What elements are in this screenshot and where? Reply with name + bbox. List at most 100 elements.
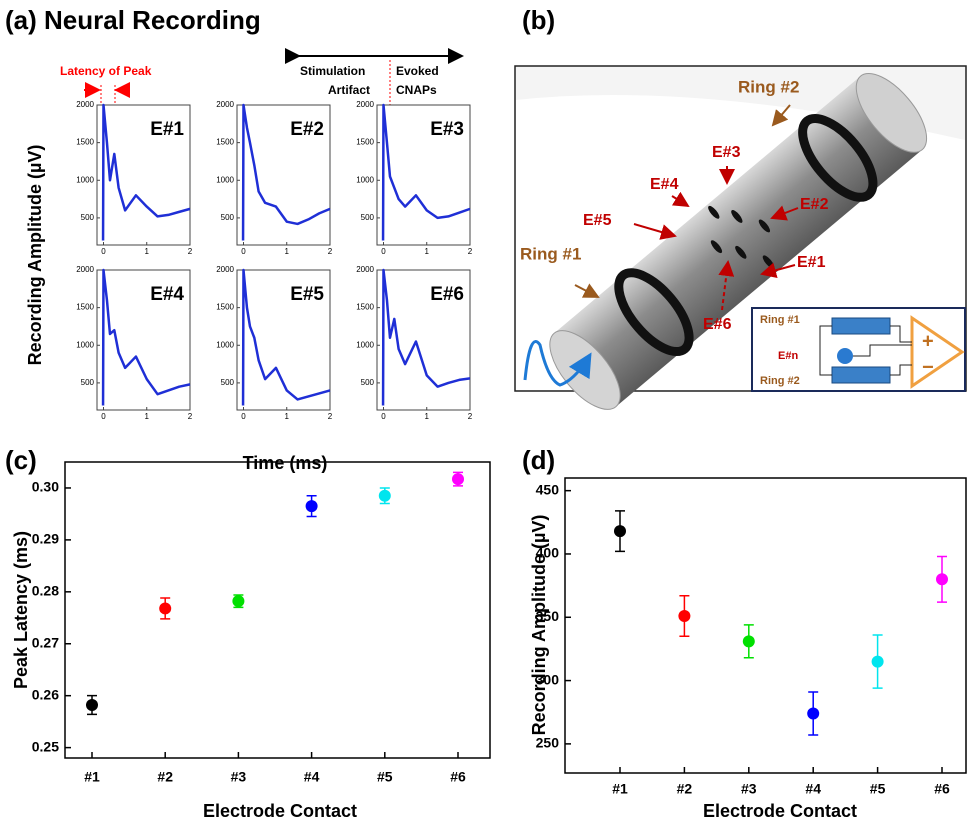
y-tick-label: 500 — [361, 378, 375, 387]
y-tick-label: 500 — [221, 213, 235, 222]
x-tick-label: 2 — [188, 412, 193, 421]
point — [452, 473, 464, 486]
y-tick-label: 500 — [81, 213, 95, 222]
panel-title: (c) — [5, 445, 37, 475]
arrow — [718, 260, 735, 311]
annotation: CNAPs — [396, 83, 437, 97]
y-tick-label: 2000 — [356, 265, 374, 274]
diagram-label: E#2 — [800, 196, 829, 213]
cylinder — [549, 72, 928, 410]
diagram-label: Ring #1 — [520, 244, 581, 263]
y-tick-label: 1000 — [76, 175, 94, 184]
mean-trace — [381, 268, 471, 406]
y-tick-label: 350 — [536, 608, 560, 624]
electrode-label: E#1 — [150, 119, 184, 140]
point — [86, 699, 98, 712]
plot-frame — [376, 269, 471, 411]
x-axis-label: Electrode Contact — [703, 801, 857, 821]
x-tick-label: #6 — [934, 781, 950, 797]
x-tick-label: 0 — [101, 247, 106, 256]
inset-electrode — [837, 348, 853, 364]
electrode-label: E#2 — [290, 119, 324, 140]
x-tick-label: #1 — [612, 781, 628, 797]
mean-trace — [101, 103, 191, 241]
plot-frame — [96, 104, 191, 246]
point — [807, 707, 820, 720]
panel-title: (d) — [522, 445, 555, 475]
y-axis-label: Recording Amplitude (µV) — [529, 515, 549, 736]
plot-frame — [236, 269, 331, 411]
y-tick-label: 1500 — [356, 303, 374, 312]
y-tick-label: 400 — [536, 545, 560, 561]
inset-block — [831, 366, 891, 384]
x-tick-label: 2 — [468, 412, 473, 421]
electrode-label: E#5 — [290, 284, 324, 305]
inset-sign: − — [922, 356, 934, 378]
x-tick-label: 0 — [101, 412, 106, 421]
diagram-label: E#6 — [703, 316, 732, 333]
y-tick-label: 1000 — [356, 340, 374, 349]
wire — [819, 325, 912, 376]
y-axis-label: Peak Latency (ms) — [11, 531, 31, 689]
plot-frame — [236, 104, 331, 246]
point — [159, 602, 172, 615]
x-tick-label: #5 — [377, 769, 393, 785]
y-tick-label: 450 — [536, 481, 560, 497]
inset-label: Ring #1 — [760, 314, 800, 326]
inset-block — [831, 317, 891, 335]
plot-frame — [376, 104, 471, 246]
y-tick-label: 2000 — [76, 265, 94, 274]
y-tick-label: 2000 — [216, 265, 234, 274]
mean-trace — [101, 268, 191, 406]
y-tick-label: 1500 — [76, 138, 94, 147]
x-tick-label: 2 — [188, 247, 193, 256]
x-tick-label: 1 — [285, 412, 290, 421]
point — [678, 610, 691, 623]
point — [614, 525, 626, 538]
diagram-label: E#1 — [797, 254, 826, 271]
y-tick-label: 0.25 — [32, 738, 59, 754]
annotation: Stimulation — [300, 64, 365, 78]
y-tick-label: 0.27 — [32, 634, 59, 650]
annotation: Latency of Peak — [60, 64, 152, 78]
y-tick-label: 1000 — [216, 340, 234, 349]
signal-arrow — [523, 340, 592, 387]
y-tick-label: 0.30 — [32, 479, 59, 495]
point — [936, 573, 948, 586]
x-tick-label: 2 — [468, 247, 473, 256]
electrode-label: E#3 — [430, 119, 464, 140]
x-axis-label: Electrode Contact — [203, 801, 357, 821]
x-tick-label: #2 — [157, 769, 173, 785]
y-tick-label: 1500 — [216, 138, 234, 147]
x-tick-label: 2 — [328, 247, 333, 256]
point — [742, 635, 755, 648]
x-tick-label: 0 — [241, 412, 246, 421]
x-tick-label: 1 — [425, 412, 430, 421]
arrow — [574, 283, 600, 298]
mean-trace — [381, 103, 471, 241]
y-tick-label: 1000 — [76, 340, 94, 349]
point — [305, 500, 318, 513]
y-tick-label: 0.26 — [32, 686, 59, 702]
inset-label: E#n — [778, 350, 798, 362]
y-tick-label: 2000 — [76, 100, 94, 109]
y-tick-label: 1000 — [356, 175, 374, 184]
panel-title: (b) — [522, 5, 555, 35]
diagram-label: E#4 — [650, 176, 679, 193]
mean-trace — [241, 103, 331, 241]
y-tick-label: 0.29 — [32, 531, 59, 547]
x-tick-label: 1 — [145, 247, 150, 256]
x-tick-label: 2 — [328, 412, 333, 421]
mean-trace — [241, 268, 331, 406]
x-tick-label: #3 — [231, 769, 247, 785]
arrow — [671, 191, 690, 208]
panel-title: (a) Neural Recording — [5, 5, 261, 35]
y-tick-label: 0.28 — [32, 583, 59, 599]
y-tick-label: 500 — [221, 378, 235, 387]
inset-label: Ring #2 — [760, 375, 800, 387]
y-tick-label: 1500 — [76, 303, 94, 312]
arrow — [760, 262, 796, 279]
x-tick-label: 1 — [425, 247, 430, 256]
x-tick-label: #3 — [741, 781, 757, 797]
